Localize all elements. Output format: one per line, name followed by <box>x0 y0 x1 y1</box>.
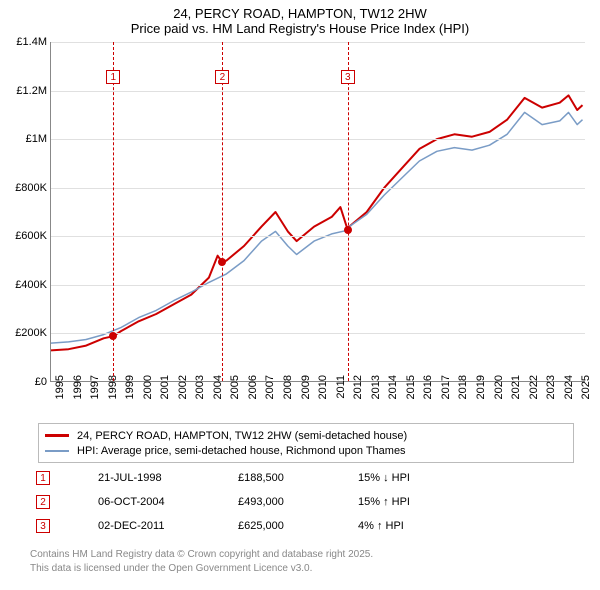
legend-row: 24, PERCY ROAD, HAMPTON, TW12 2HW (semi-… <box>45 428 567 443</box>
sale-price: £188,500 <box>228 472 348 484</box>
y-tick-label: £400K <box>1 279 47 291</box>
y-tick-label: £1.2M <box>1 85 47 97</box>
x-tick-label: 2012 <box>352 375 364 399</box>
legend: 24, PERCY ROAD, HAMPTON, TW12 2HW (semi-… <box>38 423 574 463</box>
legend-swatch <box>45 434 69 437</box>
x-tick-label: 2010 <box>317 375 329 399</box>
chart-container: 24, PERCY ROAD, HAMPTON, TW12 2HW Price … <box>0 0 600 590</box>
sale-marker-box: 1 <box>36 471 50 485</box>
legend-swatch <box>45 450 69 452</box>
x-tick-label: 2015 <box>405 375 417 399</box>
y-tick-label: £0 <box>1 376 47 388</box>
x-tick-label: 2016 <box>422 375 434 399</box>
footer-line1: Contains HM Land Registry data © Crown c… <box>30 548 575 562</box>
title-block: 24, PERCY ROAD, HAMPTON, TW12 2HW Price … <box>0 0 600 38</box>
x-tick-label: 2020 <box>493 375 505 399</box>
x-tick-label: 2005 <box>229 375 241 399</box>
table-row: 3 02-DEC-2011 £625,000 4% ↑ HPI <box>30 514 575 538</box>
x-tick-label: 2011 <box>335 375 347 399</box>
x-tick-label: 1995 <box>54 375 66 399</box>
x-tick-label: 2013 <box>370 375 382 399</box>
x-tick-label: 2017 <box>440 375 452 399</box>
table-row: 2 06-OCT-2004 £493,000 15% ↑ HPI <box>30 490 575 514</box>
sale-dot <box>109 332 117 340</box>
y-tick-label: £200K <box>1 327 47 339</box>
sale-dot <box>344 226 352 234</box>
legend-label: HPI: Average price, semi-detached house,… <box>77 445 406 457</box>
sale-date: 21-JUL-1998 <box>88 472 228 484</box>
chart-plot-area: £0£200K£400K£600K£800K£1M£1.2M£1.4M19951… <box>50 42 585 382</box>
sale-marker-box: 1 <box>106 70 120 84</box>
legend-label: 24, PERCY ROAD, HAMPTON, TW12 2HW (semi-… <box>77 430 407 442</box>
sale-price: £625,000 <box>228 520 348 532</box>
y-tick-label: £1M <box>1 133 47 145</box>
x-tick-label: 2021 <box>510 375 522 399</box>
title-line1: 24, PERCY ROAD, HAMPTON, TW12 2HW <box>0 6 600 21</box>
footer-line2: This data is licensed under the Open Gov… <box>30 562 575 576</box>
footer: Contains HM Land Registry data © Crown c… <box>30 548 575 575</box>
sale-date: 02-DEC-2011 <box>88 520 228 532</box>
sale-marker-box: 2 <box>215 70 229 84</box>
x-tick-label: 2019 <box>475 375 487 399</box>
title-line2: Price paid vs. HM Land Registry's House … <box>0 21 600 36</box>
sale-marker-box: 3 <box>341 70 355 84</box>
y-tick-label: £800K <box>1 182 47 194</box>
table-row: 1 21-JUL-1998 £188,500 15% ↓ HPI <box>30 466 575 490</box>
x-tick-label: 2014 <box>387 375 399 399</box>
sale-pct: 4% ↑ HPI <box>348 520 478 532</box>
sale-pct: 15% ↑ HPI <box>348 496 478 508</box>
x-tick-label: 2008 <box>282 375 294 399</box>
x-tick-label: 2003 <box>194 375 206 399</box>
x-tick-label: 2006 <box>247 375 259 399</box>
legend-row: HPI: Average price, semi-detached house,… <box>45 443 567 458</box>
x-tick-label: 2018 <box>457 375 469 399</box>
x-tick-label: 1999 <box>124 375 136 399</box>
sale-date: 06-OCT-2004 <box>88 496 228 508</box>
sales-table: 1 21-JUL-1998 £188,500 15% ↓ HPI 2 06-OC… <box>30 466 575 538</box>
sale-price: £493,000 <box>228 496 348 508</box>
x-tick-label: 1997 <box>89 375 101 399</box>
sale-pct: 15% ↓ HPI <box>348 472 478 484</box>
x-tick-label: 2023 <box>545 375 557 399</box>
sale-dot <box>218 258 226 266</box>
x-tick-label: 2009 <box>300 375 312 399</box>
x-tick-label: 2001 <box>159 375 171 399</box>
x-tick-label: 2024 <box>563 375 575 399</box>
x-tick-label: 2007 <box>264 375 276 399</box>
sale-marker-box: 2 <box>36 495 50 509</box>
y-tick-label: £1.4M <box>1 36 47 48</box>
y-tick-label: £600K <box>1 230 47 242</box>
x-tick-label: 2002 <box>177 375 189 399</box>
chart-svg <box>51 42 586 382</box>
x-tick-label: 2025 <box>580 375 592 399</box>
sale-marker-box: 3 <box>36 519 50 533</box>
x-tick-label: 2000 <box>142 375 154 399</box>
x-tick-label: 1996 <box>72 375 84 399</box>
x-tick-label: 2022 <box>528 375 540 399</box>
